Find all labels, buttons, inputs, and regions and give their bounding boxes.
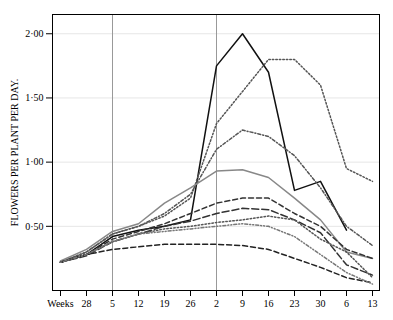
svg-text:30: 30 [316, 298, 326, 309]
svg-text:2·00: 2·00 [25, 28, 43, 39]
svg-text:FLOWERS PER PLANT PER DAY.: FLOWERS PER PLANT PER DAY. [9, 79, 20, 226]
svg-text:26: 26 [186, 298, 196, 309]
svg-text:6: 6 [344, 298, 349, 309]
svg-text:1·50: 1·50 [25, 92, 43, 103]
svg-text:1·00: 1·00 [25, 156, 43, 167]
svg-text:9: 9 [240, 298, 245, 309]
svg-text:23: 23 [290, 298, 300, 309]
svg-text:12: 12 [134, 298, 144, 309]
svg-text:16: 16 [264, 298, 274, 309]
svg-text:19: 19 [160, 298, 170, 309]
svg-text:5: 5 [110, 298, 115, 309]
svg-text:28: 28 [82, 298, 92, 309]
svg-text:Weeks: Weeks [47, 298, 74, 309]
svg-text:13: 13 [368, 298, 378, 309]
svg-text:0·50: 0·50 [25, 221, 43, 232]
svg-text:2: 2 [214, 298, 219, 309]
